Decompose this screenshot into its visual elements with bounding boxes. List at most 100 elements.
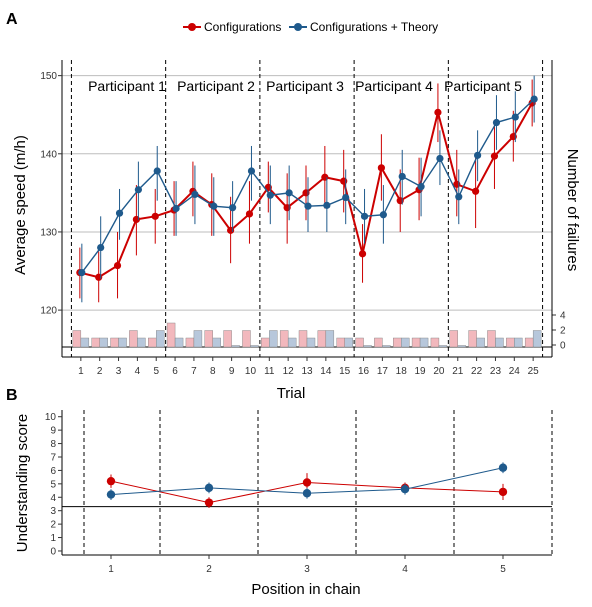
- panel-b-plot: 0 1 2 3 4 5 6 7 8 9 10 1 2 3 4 5: [45, 410, 553, 575]
- x-tick-label-a-10: 10: [245, 366, 257, 377]
- point-configurations-trial-10: [245, 210, 254, 218]
- point-configurations-trial-5: [151, 212, 159, 220]
- x-tick-label-a-16: 16: [358, 366, 370, 377]
- x-tick-label-a-11: 11: [264, 366, 275, 377]
- y-tick-label-b-9: 9: [50, 426, 56, 437]
- point-configurations-trial-16: [358, 250, 367, 258]
- failure-bar-configurations-theory-trial-3: [118, 337, 127, 348]
- y-tick-label-b-0: 0: [50, 546, 56, 557]
- x-tick-label-a-19: 19: [415, 366, 427, 377]
- y-tick-label-b-8: 8: [50, 439, 56, 450]
- failure-bar-configurations-trial-25: [524, 337, 534, 348]
- failure-bar-configurations-theory-trial-10: [250, 345, 259, 348]
- legend-marker-configurations-theory: [294, 23, 302, 31]
- x-tick-label-a-24: 24: [509, 366, 521, 377]
- point-configurations-trial-2: [95, 273, 103, 281]
- y2-tick-label-0: 0: [560, 341, 566, 352]
- participant-label-3: Participant 3: [266, 78, 344, 94]
- point-configurations-theory-trial-22: [474, 151, 482, 159]
- point-b-configurations-pos-1: [106, 476, 116, 486]
- failure-bar-configurations-trial-1: [72, 330, 82, 348]
- failure-bar-configurations-trial-5: [148, 337, 157, 348]
- point-configurations-theory-trial-9: [229, 204, 237, 212]
- participant-label-5: Participant 5: [444, 78, 522, 94]
- x-tick-label-b-5: 5: [500, 564, 506, 575]
- x-tick-label-a-4: 4: [135, 366, 141, 377]
- y-axis-title-a: Average speed (m/h): [12, 135, 29, 275]
- point-configurations-theory-trial-25: [530, 95, 538, 103]
- x-tick-label-a-9: 9: [229, 366, 235, 377]
- failure-bar-configurations-trial-19: [411, 337, 421, 348]
- y2-axis-title-a: Number of failures: [564, 149, 581, 272]
- participant-label-1: Participant 1: [88, 78, 166, 94]
- y-tick-label-b-1: 1: [50, 533, 56, 544]
- point-configurations-theory-trial-10: [247, 167, 256, 175]
- point-b-configurations-pos-2: [204, 498, 214, 507]
- y-tick-a-150: 150: [40, 71, 57, 82]
- failure-bar-configurations-theory-trial-13: [306, 337, 316, 348]
- x-tick-label-a-7: 7: [191, 366, 197, 377]
- point-configurations-theory-trial-19: [417, 183, 425, 191]
- y-tick-label-b-3: 3: [50, 506, 56, 517]
- failure-bar-configurations-theory-trial-4: [137, 337, 146, 348]
- failure-bar-configurations-theory-trial-21: [457, 345, 466, 348]
- point-configurations-trial-9: [227, 226, 235, 234]
- point-configurations-theory-trial-20: [436, 154, 444, 163]
- point-configurations-theory-trial-3: [115, 209, 124, 217]
- failure-bar-configurations-theory-trial-1: [80, 337, 90, 348]
- failure-bar-configurations-trial-9: [223, 330, 232, 348]
- point-configurations-theory-trial-11: [266, 191, 274, 199]
- point-b-configurations-theory-pos-4: [400, 485, 410, 494]
- failure-bar-configurations-theory-trial-23: [495, 337, 504, 348]
- failure-bar-configurations-theory-trial-6: [174, 337, 184, 348]
- point-configurations-theory-trial-23: [492, 118, 501, 127]
- failure-bar-configurations-theory-trial-12: [287, 337, 297, 348]
- failure-bar-configurations-trial-8: [204, 330, 213, 348]
- x-tick-label-a-15: 15: [339, 366, 351, 377]
- failure-bar-configurations-theory-trial-14: [325, 330, 335, 348]
- point-configurations-theory-trial-17: [379, 211, 387, 219]
- point-configurations-trial-13: [302, 189, 310, 197]
- failure-bar-configurations-theory-trial-7: [193, 330, 203, 348]
- point-configurations-theory-trial-13: [304, 202, 312, 210]
- point-configurations-theory-trial-21: [455, 193, 463, 201]
- point-configurations-trial-17: [377, 164, 385, 172]
- x-tick-label-a-12: 12: [283, 366, 295, 377]
- y-tick-label-b-2: 2: [50, 520, 56, 531]
- y-tick-label-b-10: 10: [45, 412, 57, 423]
- y-tick-a-130: 130: [40, 227, 57, 238]
- x-tick-label-b-4: 4: [402, 564, 408, 575]
- y2-tick-label-4: 4: [560, 311, 566, 322]
- failure-bar-configurations-trial-2: [91, 337, 100, 348]
- participant-label-2: Participant 2: [177, 78, 255, 94]
- failure-bar-configurations-theory-trial-18: [401, 337, 410, 348]
- failure-bar-configurations-trial-4: [129, 330, 138, 348]
- x-tick-label-a-13: 13: [301, 366, 313, 377]
- point-configurations-theory-trial-1: [78, 268, 86, 277]
- failure-bar-configurations-trial-10: [242, 330, 251, 348]
- point-configurations-trial-3: [113, 261, 122, 270]
- point-configurations-trial-12: [283, 204, 291, 212]
- x-tick-label-a-17: 17: [377, 366, 389, 377]
- failure-bar-configurations-trial-6: [166, 322, 176, 348]
- y-tick-a-120: 120: [40, 306, 57, 317]
- point-configurations-trial-4: [132, 215, 140, 224]
- x-tick-label-b-3: 3: [304, 564, 310, 575]
- point-configurations-theory-trial-6: [172, 204, 180, 213]
- point-configurations-theory-trial-15: [342, 193, 350, 202]
- x-tick-label-a-6: 6: [172, 366, 178, 377]
- x-tick-label-a-18: 18: [396, 366, 408, 377]
- failure-bar-configurations-theory-trial-19: [419, 337, 429, 348]
- point-configurations-trial-14: [321, 173, 329, 181]
- panel-label-b: B: [6, 387, 18, 404]
- legend-label-configurations-theory: Configurations + Theory: [310, 20, 438, 34]
- y-axis-title-b: Understanding score: [14, 414, 31, 552]
- failure-bar-configurations-trial-21: [449, 330, 458, 348]
- point-configurations-theory-trial-16: [360, 212, 369, 220]
- point-configurations-theory-trial-14: [323, 201, 331, 209]
- failure-bar-configurations-theory-trial-9: [231, 345, 240, 348]
- failure-bar-configurations-theory-trial-24: [514, 337, 523, 348]
- point-configurations-theory-trial-18: [398, 172, 406, 181]
- failure-bar-configurations-theory-trial-17: [382, 345, 391, 348]
- point-configurations-theory-trial-8: [210, 202, 218, 210]
